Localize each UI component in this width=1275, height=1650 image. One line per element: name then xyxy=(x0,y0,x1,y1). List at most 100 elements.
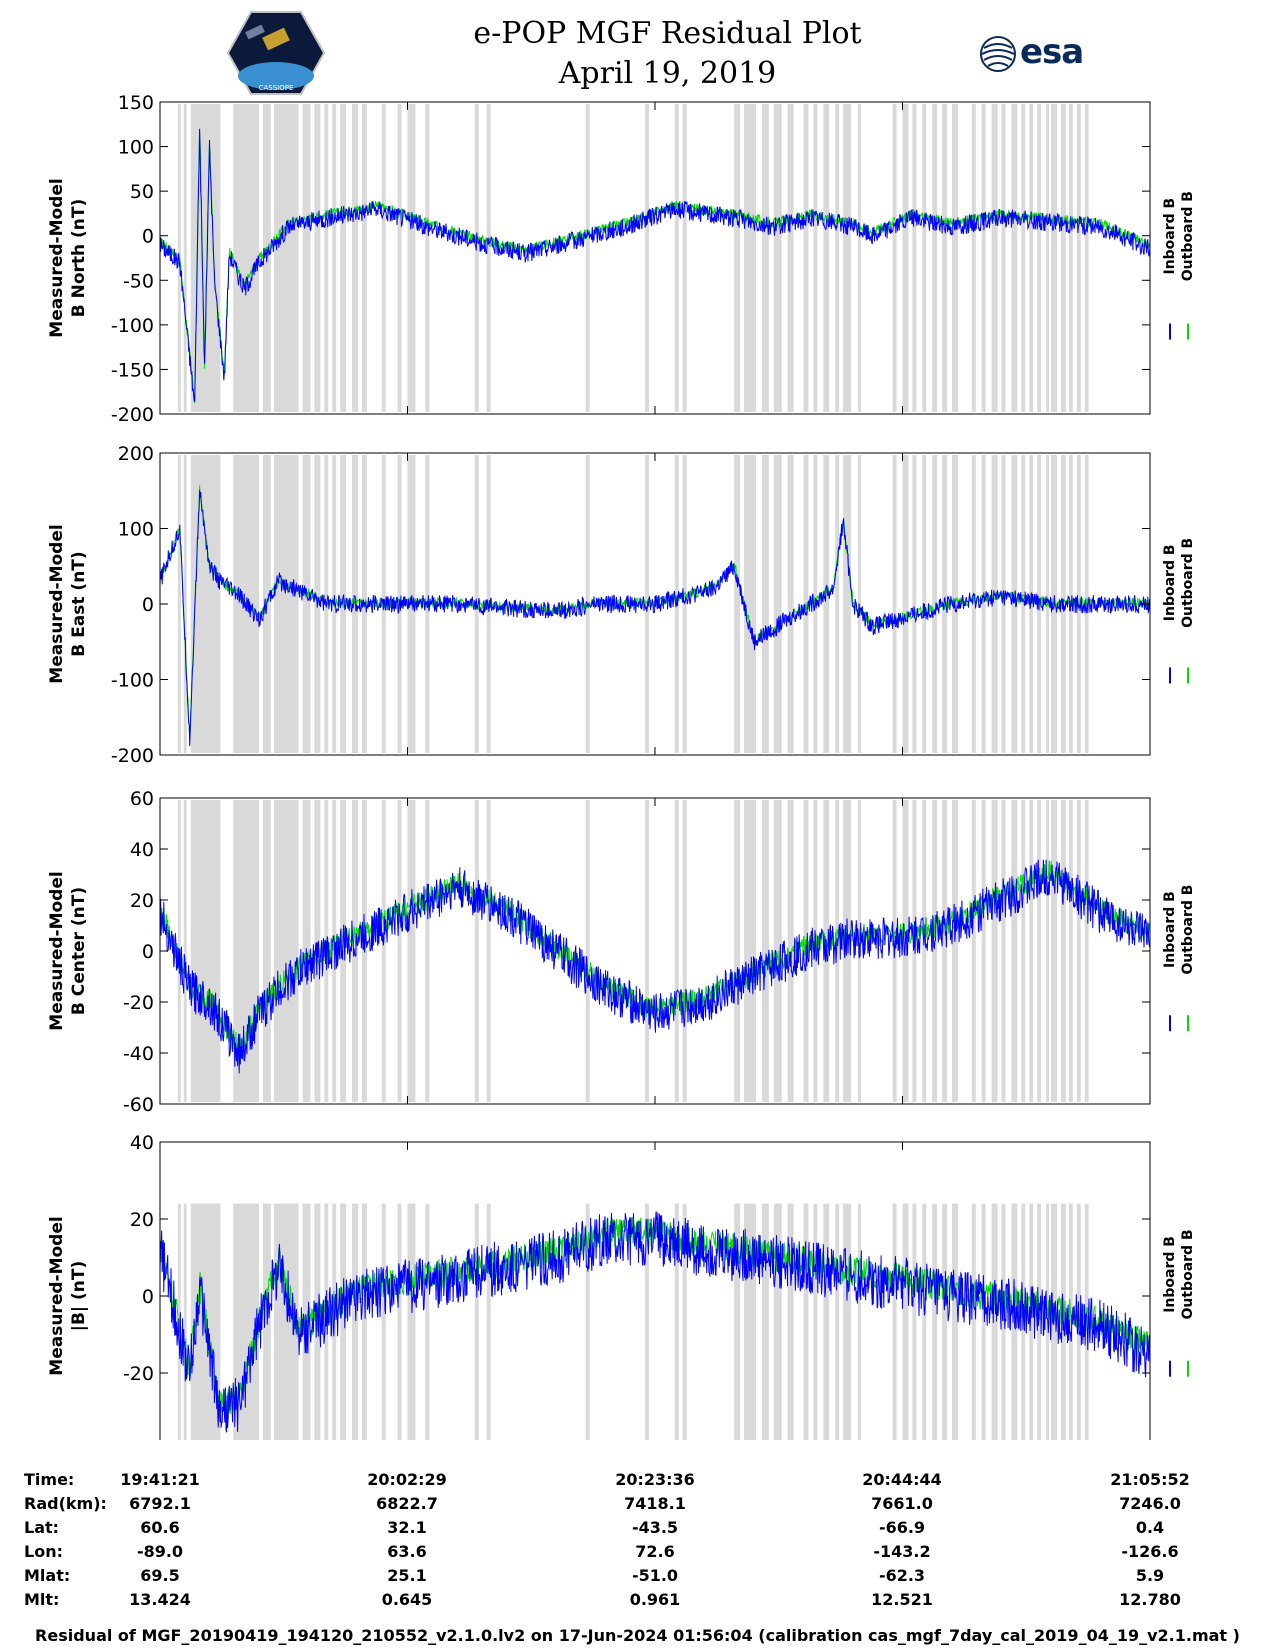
info-cell-lon: 72.6 xyxy=(635,1542,675,1561)
data-gap-band xyxy=(942,1203,948,1440)
info-cell-lat: -66.9 xyxy=(878,1518,926,1537)
data-gap-band xyxy=(183,455,187,753)
legend-label-inboard: Inboard B xyxy=(1162,544,1178,621)
data-gap-band xyxy=(1084,104,1089,412)
data-gap-band xyxy=(857,104,861,412)
data-gap-band xyxy=(340,1203,347,1440)
y-tick-label: 0 xyxy=(142,1286,154,1308)
legend-label-inboard: Inboard B xyxy=(1162,198,1178,275)
data-gap-band xyxy=(340,104,347,412)
data-gap-band xyxy=(1046,104,1050,412)
data-gap-band xyxy=(734,455,741,753)
data-gap-band xyxy=(952,800,958,1102)
data-gap-band xyxy=(262,800,271,1102)
data-gap-band xyxy=(787,104,794,412)
y-tick-label: 50 xyxy=(130,181,154,203)
info-cell-mlat: 69.5 xyxy=(140,1566,180,1585)
data-gap-band xyxy=(744,1203,756,1440)
y-axis-label: Measured-Model xyxy=(47,524,67,683)
data-gap-band xyxy=(991,104,998,412)
info-cell-rad: 7246.0 xyxy=(1119,1494,1181,1513)
info-cell-lat: 60.6 xyxy=(140,1518,180,1537)
info-cell-time: 21:05:52 xyxy=(1110,1470,1190,1489)
data-gap-band xyxy=(486,1203,491,1440)
data-gap-band xyxy=(1001,800,1006,1102)
data-gap-band xyxy=(773,1203,782,1440)
data-gap-band xyxy=(787,1203,794,1440)
data-gap-band xyxy=(892,104,897,412)
y-tick-label: 150 xyxy=(118,92,154,114)
legend-label-inboard: Inboard B xyxy=(1162,1236,1178,1313)
data-gap-band xyxy=(981,104,986,412)
data-gap-band xyxy=(682,800,687,1102)
legend-label-outboard: Outboard B xyxy=(1180,191,1196,281)
cassiope-logo-text: CASSIOPE xyxy=(259,84,294,92)
data-gap-band xyxy=(1060,800,1066,1102)
data-gap-band xyxy=(397,800,402,1102)
legend-label-outboard: Outboard B xyxy=(1180,1229,1196,1319)
data-gap-band xyxy=(397,104,402,412)
data-gap-band xyxy=(1068,104,1073,412)
data-gap-band xyxy=(474,104,479,412)
data-gap-band xyxy=(1001,455,1006,753)
y-tick-label: 40 xyxy=(130,839,154,861)
data-gap-band xyxy=(474,1203,479,1440)
data-gap-band xyxy=(352,104,358,412)
data-gap-band xyxy=(352,800,358,1102)
data-gap-band xyxy=(361,1203,367,1440)
data-gap-band xyxy=(183,104,187,412)
data-gap-band xyxy=(1001,104,1006,412)
info-cell-time: 20:23:36 xyxy=(615,1470,695,1489)
data-gap-band xyxy=(744,455,756,753)
info-cell-mlt: 0.645 xyxy=(381,1590,433,1609)
data-gap-band xyxy=(1021,800,1026,1102)
data-gap-band xyxy=(1011,800,1018,1102)
data-gap-band xyxy=(486,800,491,1102)
data-gap-band xyxy=(734,1203,741,1440)
data-gap-band xyxy=(835,1203,840,1440)
data-gap-band xyxy=(734,104,741,412)
y-tick-label: -20 xyxy=(123,1363,154,1385)
info-cell-mlt: 12.780 xyxy=(1119,1590,1181,1609)
plot-title: e-POP MGF Residual Plot xyxy=(473,16,862,51)
y-axis-label: |B| (nT) xyxy=(69,1261,89,1332)
data-gap-band xyxy=(922,1203,927,1440)
data-gap-band xyxy=(835,800,840,1102)
data-gap-band xyxy=(1011,455,1018,753)
data-gap-band xyxy=(835,104,840,412)
data-gap-band xyxy=(1084,800,1089,1102)
data-gap-band xyxy=(352,455,358,753)
info-cell-lon: 63.6 xyxy=(387,1542,427,1561)
data-gap-band xyxy=(922,800,927,1102)
data-gap-band xyxy=(991,455,998,753)
data-gap-band xyxy=(813,1203,818,1440)
info-cell-time: 19:41:21 xyxy=(120,1470,200,1489)
data-gap-band xyxy=(991,800,998,1102)
data-gap-band xyxy=(971,104,976,412)
data-gap-band xyxy=(952,104,958,412)
data-gap-band xyxy=(932,800,938,1102)
data-gap-band xyxy=(381,104,386,412)
inboard-b-line xyxy=(159,1211,1151,1433)
data-gap-band xyxy=(486,104,491,412)
data-gap-band xyxy=(991,1203,998,1440)
data-gap-band xyxy=(787,800,794,1102)
y-tick-label: 40 xyxy=(130,1132,154,1154)
data-gap-band xyxy=(324,104,329,412)
legend-label-inboard: Inboard B xyxy=(1162,891,1178,968)
data-gap-band xyxy=(823,455,830,753)
info-cell-mlt: 0.961 xyxy=(629,1590,681,1609)
y-tick-label: 200 xyxy=(118,443,154,465)
data-gap-band xyxy=(1029,1203,1034,1440)
data-gap-band xyxy=(407,104,416,412)
y-tick-label: 100 xyxy=(118,519,154,541)
data-gap-band xyxy=(1037,800,1042,1102)
y-axis-label: B Center (nT) xyxy=(69,887,89,1015)
y-tick-label: 20 xyxy=(130,890,154,912)
data-gap-band xyxy=(813,104,818,412)
info-row-label: Lat: xyxy=(24,1518,60,1537)
y-axis-label: B East (nT) xyxy=(69,551,89,656)
y-tick-label: -100 xyxy=(111,670,154,692)
y-tick-label: 0 xyxy=(142,594,154,616)
